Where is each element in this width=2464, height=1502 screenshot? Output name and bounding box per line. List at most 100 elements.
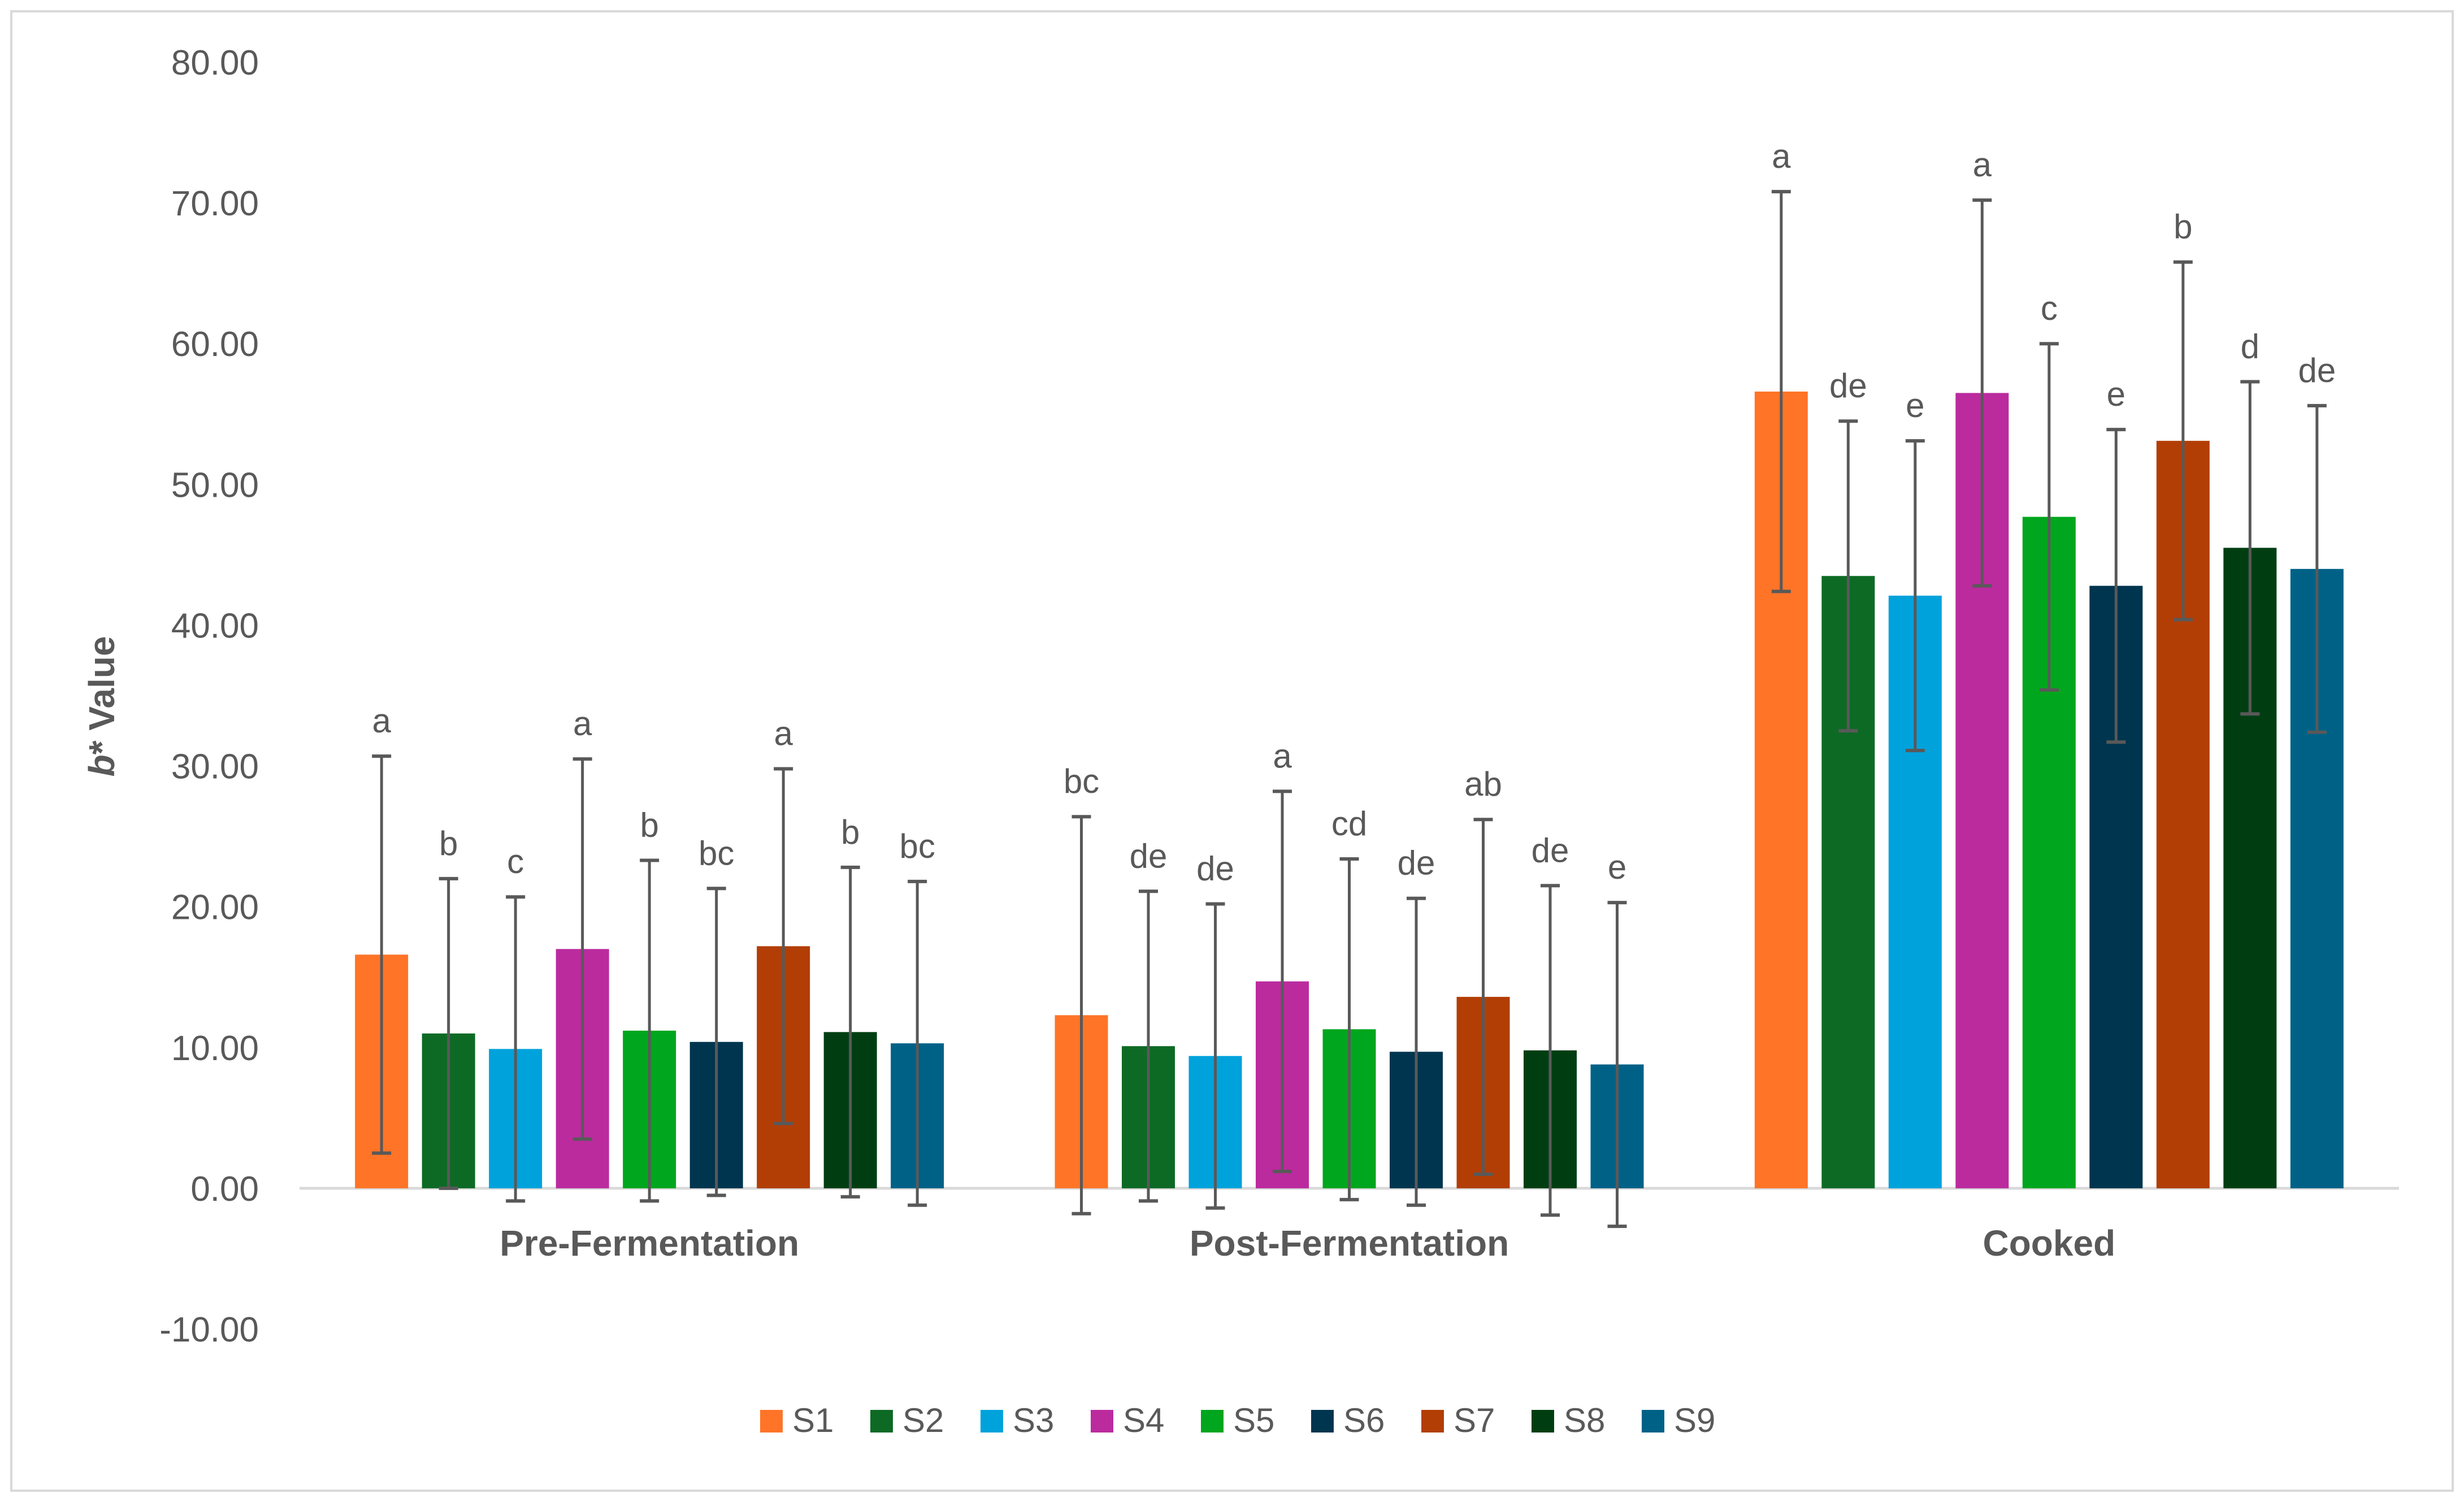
- significance-letter: ab: [1464, 765, 1502, 803]
- error-bar-s3-2: [1205, 902, 1225, 1210]
- legend-swatch: [1091, 1410, 1113, 1432]
- y-axis-label-rest: * Value: [81, 636, 122, 755]
- y-tick-label: -10.00: [159, 1310, 259, 1349]
- error-bar-s4-1: [572, 757, 592, 1141]
- error-bar-s5-3: [2039, 342, 2059, 692]
- x-category-label: Pre-Fermentation: [500, 1223, 799, 1264]
- significance-letter: c: [507, 843, 524, 880]
- legend-label: S3: [1013, 1401, 1054, 1439]
- legend-item-s8: S8: [1532, 1401, 1605, 1439]
- significance-letter: b: [2174, 208, 2192, 246]
- y-tick-label: 20.00: [171, 888, 259, 927]
- legend-item-s5: S5: [1201, 1401, 1274, 1439]
- y-tick-label: 0.00: [190, 1170, 259, 1209]
- y-tick-label: 60.00: [171, 325, 259, 364]
- y-axis-tick-labels: -10.00 0.00 10.00 20.00 30.00 40.00 50.00 60.00…: [159, 44, 259, 1349]
- y-axis-label-italic: b: [81, 754, 122, 776]
- significance-letter: de: [1829, 367, 1867, 405]
- legend-swatch: [870, 1410, 893, 1432]
- error-bar-s7-3: [2173, 260, 2193, 622]
- error-bar-s5-1: [640, 858, 660, 1203]
- significance-letter: d: [2241, 327, 2259, 365]
- error-bar-s7-1: [774, 767, 793, 1126]
- error-bar-s3-1: [506, 895, 526, 1203]
- y-tick-label: 70.00: [171, 184, 259, 223]
- legend-label: S2: [903, 1401, 944, 1439]
- error-bar-s8-1: [840, 865, 860, 1199]
- error-bar-s2-1: [439, 876, 458, 1190]
- x-axis-category-labels: Pre-Fermentation Post-Fermentation Cooked: [500, 1223, 2115, 1264]
- legend-label: S5: [1233, 1401, 1274, 1439]
- significance-letter: a: [774, 715, 793, 753]
- significance-letter: bc: [1064, 762, 1099, 800]
- significance-letter: a: [372, 702, 391, 740]
- legend-item-s6: S6: [1311, 1401, 1385, 1439]
- significance-letter: b: [439, 824, 458, 862]
- y-tick-label: 80.00: [171, 44, 259, 83]
- legend: S1 S2 S3 S4 S5 S6 S7 S8 S9: [760, 1401, 1715, 1439]
- significance-letter: e: [1906, 387, 1924, 424]
- error-bar-s3-3: [1905, 439, 1925, 753]
- significance-letter: de: [2298, 351, 2336, 389]
- error-bars-layer: [372, 190, 2327, 1228]
- legend-swatch: [1642, 1410, 1664, 1432]
- legend-item-s9: S9: [1642, 1401, 1715, 1439]
- y-tick-label: 40.00: [171, 606, 259, 645]
- error-bar-s1-2: [1072, 815, 1091, 1216]
- error-bar-s5-2: [1339, 857, 1359, 1201]
- significance-letter: b: [640, 806, 658, 844]
- significance-letter: de: [1130, 837, 1168, 875]
- error-bar-s1-1: [372, 754, 392, 1155]
- error-bar-s2-3: [1838, 419, 1858, 733]
- legend-item-s4: S4: [1091, 1401, 1164, 1439]
- error-bar-s8-2: [1541, 884, 1560, 1217]
- legend-swatch: [1532, 1410, 1554, 1432]
- error-bar-s7-2: [1473, 818, 1493, 1176]
- error-bar-s9-2: [1607, 901, 1627, 1228]
- y-tick-label: 10.00: [171, 1029, 259, 1068]
- significance-letter: cd: [1331, 805, 1367, 843]
- significance-letter: a: [1273, 737, 1292, 775]
- error-bar-s4-3: [1972, 198, 1992, 588]
- y-tick-label: 30.00: [171, 748, 259, 787]
- significance-letter: c: [2041, 289, 2058, 327]
- significance-letter: de: [1398, 844, 1435, 882]
- error-bar-s6-1: [706, 887, 726, 1197]
- error-bar-s8-3: [2240, 380, 2260, 716]
- significance-letter: e: [1608, 848, 1626, 886]
- error-bar-s6-2: [1407, 896, 1426, 1207]
- significance-letter: bc: [699, 834, 734, 872]
- significance-letter: de: [1532, 831, 1569, 869]
- significance-letter: e: [2107, 375, 2125, 413]
- significance-letter: a: [1772, 137, 1791, 175]
- legend-item-s3: S3: [981, 1401, 1054, 1439]
- significance-letter: bc: [899, 827, 935, 865]
- significance-letter: a: [573, 705, 592, 743]
- error-bar-s6-3: [2106, 428, 2126, 744]
- legend-swatch: [1311, 1410, 1334, 1432]
- error-bar-s2-2: [1139, 889, 1158, 1203]
- legend-item-s1: S1: [760, 1401, 834, 1439]
- error-bar-s9-3: [2307, 403, 2327, 734]
- error-bar-s9-1: [908, 879, 927, 1207]
- x-category-label: Post-Fermentation: [1190, 1223, 1509, 1264]
- x-category-label: Cooked: [1983, 1223, 2115, 1264]
- error-bar-s4-2: [1273, 789, 1292, 1173]
- legend-label: S4: [1123, 1401, 1164, 1439]
- legend-label: S7: [1454, 1401, 1495, 1439]
- legend-label: S9: [1674, 1401, 1715, 1439]
- legend-item-s7: S7: [1421, 1401, 1495, 1439]
- legend-label: S1: [792, 1401, 834, 1439]
- significance-letter: de: [1196, 850, 1234, 888]
- legend-swatch: [1201, 1410, 1224, 1432]
- legend-label: S6: [1343, 1401, 1385, 1439]
- error-bar-s1-3: [1771, 190, 1791, 593]
- legend-swatch: [981, 1410, 1003, 1432]
- legend-item-s2: S2: [870, 1401, 944, 1439]
- significance-letter: b: [841, 813, 860, 851]
- legend-swatch: [1421, 1410, 1444, 1432]
- legend-label: S8: [1564, 1401, 1605, 1439]
- y-tick-label: 50.00: [171, 466, 259, 505]
- y-axis-label: b* Value: [81, 636, 122, 777]
